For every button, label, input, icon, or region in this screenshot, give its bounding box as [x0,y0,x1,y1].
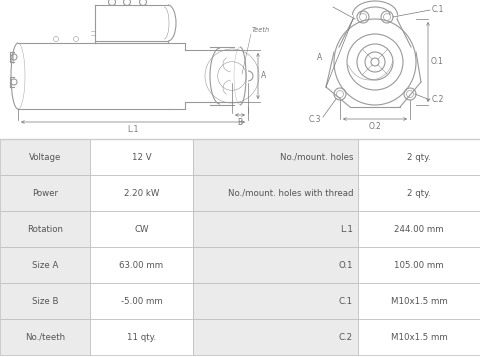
Bar [358,175,480,211]
Bar [90,139,193,175]
Text: M10x1.5 mm: M10x1.5 mm [391,332,447,342]
Text: C.2: C.2 [432,96,444,105]
Bar [358,283,480,319]
Text: 12 V: 12 V [132,152,151,161]
Text: 244.00 mm: 244.00 mm [394,225,444,233]
Bar [0,175,90,211]
Text: No./mount. holes: No./mount. holes [279,152,353,161]
Text: L.1: L.1 [340,225,353,233]
Text: 105.00 mm: 105.00 mm [394,261,444,270]
Bar [90,211,193,247]
Bar [90,247,193,283]
Text: Teeth: Teeth [252,27,270,33]
Text: O.3: O.3 [310,0,323,2]
Bar [358,247,480,283]
Text: 2 qty.: 2 qty. [407,152,431,161]
Text: 2.20 kW: 2.20 kW [124,188,159,197]
Text: O.2: O.2 [369,122,382,131]
Text: Rotation: Rotation [27,225,63,233]
Text: C.2: C.2 [339,332,353,342]
Bar [90,283,193,319]
Bar [193,247,358,283]
Bar [193,175,358,211]
Text: 11 qty.: 11 qty. [127,332,156,342]
Text: CW: CW [134,225,149,233]
Text: A: A [317,54,322,62]
Bar [0,247,90,283]
Text: O.1: O.1 [338,261,353,270]
Bar [0,211,90,247]
Bar [0,283,90,319]
Bar [0,139,90,175]
Bar [193,283,358,319]
Text: 63.00 mm: 63.00 mm [120,261,164,270]
Text: C.3: C.3 [309,115,321,124]
Bar [90,175,193,211]
Bar [193,139,358,175]
Text: M10x1.5 mm: M10x1.5 mm [391,297,447,306]
Bar [90,319,193,355]
Text: Size A: Size A [32,261,58,270]
Bar [358,211,480,247]
Bar [358,319,480,355]
Text: 2 qty.: 2 qty. [407,188,431,197]
Bar [358,139,480,175]
Text: A: A [261,71,266,80]
Bar [0,319,90,355]
Text: B: B [238,118,242,127]
Text: -5.00 mm: -5.00 mm [120,297,162,306]
Bar [193,319,358,355]
Text: C.1: C.1 [339,297,353,306]
Text: L.1: L.1 [127,125,139,134]
Text: Size B: Size B [32,297,58,306]
Bar [193,211,358,247]
Text: O.1: O.1 [431,57,444,66]
Text: C.1: C.1 [432,5,444,15]
Text: Voltage: Voltage [29,152,61,161]
Text: Power: Power [32,188,58,197]
Text: No./mount. holes with thread: No./mount. holes with thread [228,188,353,197]
Text: No./teeth: No./teeth [25,332,65,342]
